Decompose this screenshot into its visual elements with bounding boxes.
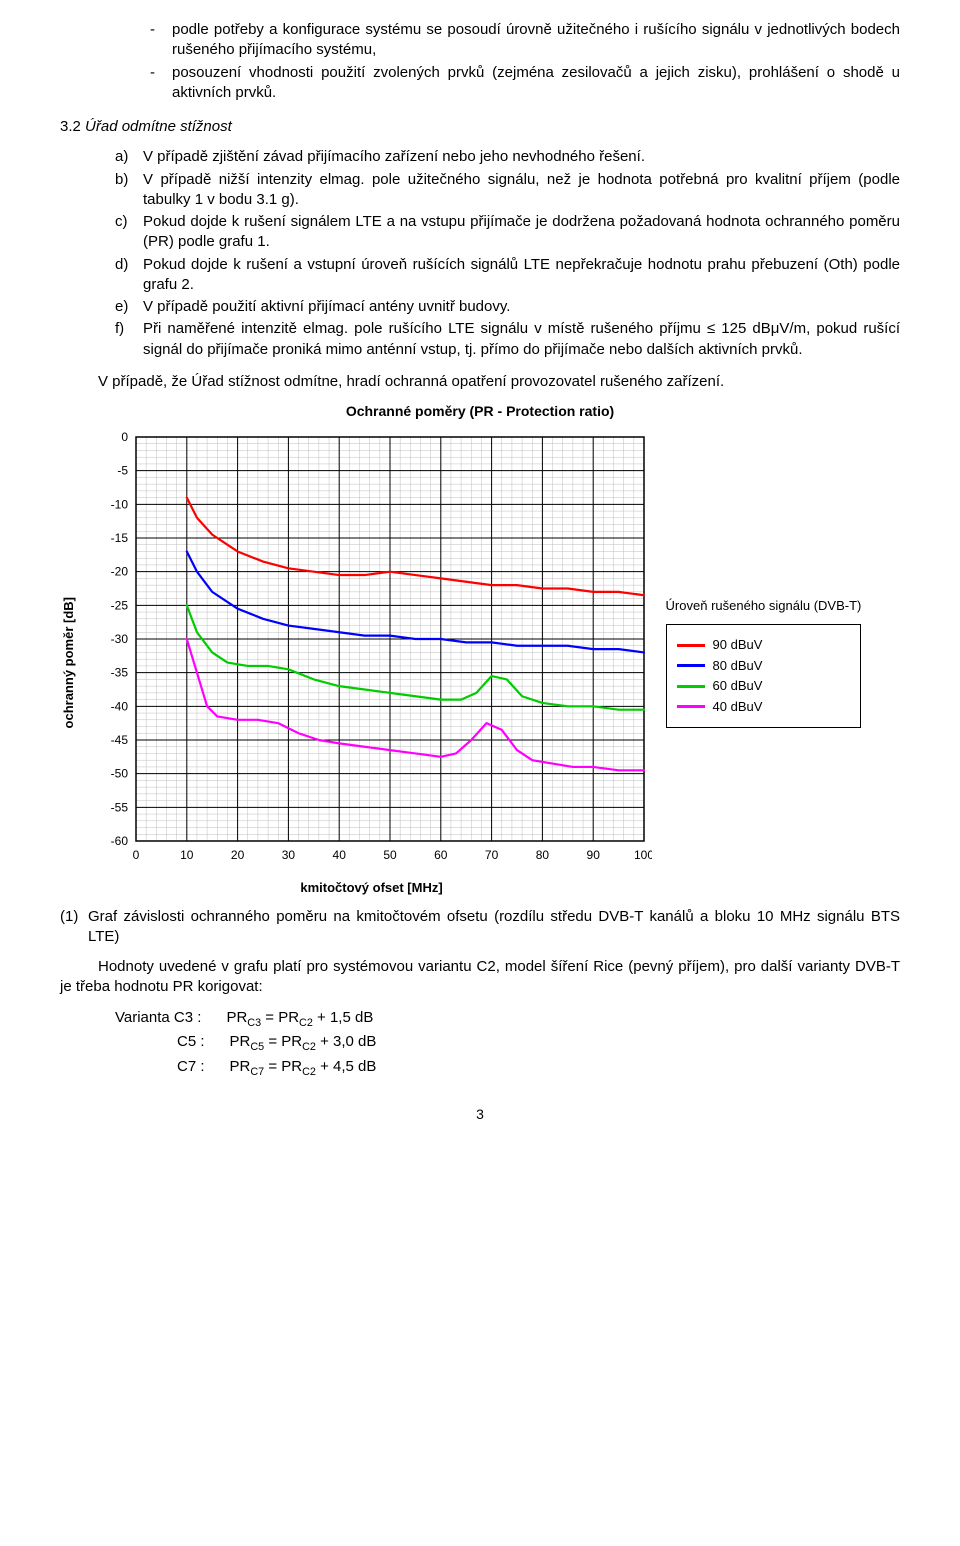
svg-text:-15: -15 [110,531,128,545]
intro-bullet-list: - podle potřeby a konfigurace systému se… [150,20,900,103]
svg-text:-25: -25 [110,598,128,612]
letter-text: V případě zjištění závad přijímacího zař… [143,147,900,167]
legend-label: 40 dBuV [713,698,763,716]
caption-number: (1) [60,907,88,948]
chart-title: Ochranné poměry (PR - Protection ratio) [60,402,900,421]
legend-swatch [677,644,705,647]
closing-paragraph: V případě, že Úřad stížnost odmítne, hra… [60,372,900,392]
formula-block: Varianta C3 : PRC3 = PRC2 + 1,5 dB C5 : … [115,1008,900,1080]
bullet-dash: - [150,63,172,104]
letter-item: a)V případě zjištění závad přijímacího z… [115,147,900,167]
post-chart-paragraph: Hodnoty uvedené v grafu platí pro systém… [60,957,900,998]
chart-plot: 0 10 20 30 40 50 60 70 80 90 100 0 -5 -10 -15 -20 -25 -30… [92,429,652,875]
legend-swatch [677,705,705,708]
svg-text:-35: -35 [110,666,128,680]
chart-svg: 0 10 20 30 40 50 60 70 80 90 100 0 -5 -10 -15 -20 -25 -30… [92,429,652,869]
letter-item: b)V případě nižší intenzity elmag. pole … [115,170,900,211]
bullet-text: posouzení vhodnosti použití zvolených pr… [172,63,900,104]
letter-list: a)V případě zjištění závad přijímacího z… [115,147,900,360]
letter-text: Pokud dojde k rušení a vstupní úroveň ru… [143,255,900,296]
svg-text:-20: -20 [110,565,128,579]
svg-text:-40: -40 [110,699,128,713]
chart-y-axis-label: ochranný poměr [dB] [60,597,78,728]
legend-frame: 90 dBuV 80 dBuV 60 dBuV 40 dBuV [666,624,862,727]
chart-legend: Úroveň rušeného signálu (DVB-T) 90 dBuV … [666,598,862,727]
letter-mark: f) [115,319,143,360]
letter-item: c)Pokud dojde k rušení signálem LTE a na… [115,212,900,253]
legend-row: 90 dBuV [677,636,851,654]
letter-text: V případě nižší intenzity elmag. pole už… [143,170,900,211]
legend-label: 60 dBuV [713,677,763,695]
svg-text:10: 10 [180,848,194,862]
bullet-dash: - [150,20,172,61]
formula-label: C5 : [177,1033,205,1050]
svg-text:30: 30 [281,848,295,862]
chart-x-axis-label: kmitočtový ofset [MHz] [92,879,652,897]
svg-text:-5: -5 [117,464,128,478]
formula-row: C5 : PRC5 = PRC2 + 3,0 dB [177,1032,900,1055]
formula-label: C7 : [177,1058,205,1075]
letter-text: V případě použití aktivní přijímací anté… [143,297,900,317]
letter-item: e)V případě použití aktivní přijímací an… [115,297,900,317]
letter-mark: a) [115,147,143,167]
letter-text: Při naměřené intenzitě elmag. pole rušíc… [143,319,900,360]
legend-label: 80 dBuV [713,657,763,675]
svg-text:-60: -60 [110,834,128,848]
formula-label: Varianta C3 : [115,1009,201,1026]
letter-item: d)Pokud dojde k rušení a vstupní úroveň … [115,255,900,296]
svg-text:0: 0 [132,848,139,862]
bullet-item: - posouzení vhodnosti použití zvolených … [150,63,900,104]
bullet-text: podle potřeby a konfigurace systému se p… [172,20,900,61]
letter-text: Pokud dojde k rušení signálem LTE a na v… [143,212,900,253]
letter-item: f)Při naměřené intenzitě elmag. pole ruš… [115,319,900,360]
svg-text:-45: -45 [110,733,128,747]
formula-row: Varianta C3 : PRC3 = PRC2 + 1,5 dB [115,1008,900,1031]
section-number: 3.2 [60,118,81,135]
svg-text:-30: -30 [110,632,128,646]
svg-text:0: 0 [121,430,128,444]
letter-mark: b) [115,170,143,211]
svg-text:60: 60 [434,848,448,862]
section-title: Úřad odmítne stížnost [85,118,232,135]
caption-text: Graf závislosti ochranného poměru na kmi… [88,907,900,948]
svg-text:-10: -10 [110,497,128,511]
section-heading: 3.2 Úřad odmítne stížnost [60,117,900,137]
svg-text:20: 20 [230,848,244,862]
svg-text:100: 100 [634,848,652,862]
svg-text:-55: -55 [110,800,128,814]
letter-mark: e) [115,297,143,317]
legend-swatch [677,664,705,667]
svg-text:-50: -50 [110,767,128,781]
legend-label: 90 dBuV [713,636,763,654]
chart-caption: (1) Graf závislosti ochranného poměru na… [60,907,900,948]
formula-row: C7 : PRC7 = PRC2 + 4,5 dB [177,1057,900,1080]
legend-row: 40 dBuV [677,698,851,716]
chart-container: ochranný poměr [dB] 0 10 20 30 40 50 60 70 80 90 1… [60,429,900,897]
legend-title: Úroveň rušeného signálu (DVB-T) [666,598,862,614]
legend-row: 60 dBuV [677,677,851,695]
svg-text:50: 50 [383,848,397,862]
letter-mark: c) [115,212,143,253]
letter-mark: d) [115,255,143,296]
svg-text:80: 80 [535,848,549,862]
svg-text:40: 40 [332,848,346,862]
svg-text:90: 90 [586,848,600,862]
legend-row: 80 dBuV [677,657,851,675]
page-number: 3 [60,1105,900,1124]
bullet-item: - podle potřeby a konfigurace systému se… [150,20,900,61]
svg-text:70: 70 [484,848,498,862]
legend-swatch [677,685,705,688]
